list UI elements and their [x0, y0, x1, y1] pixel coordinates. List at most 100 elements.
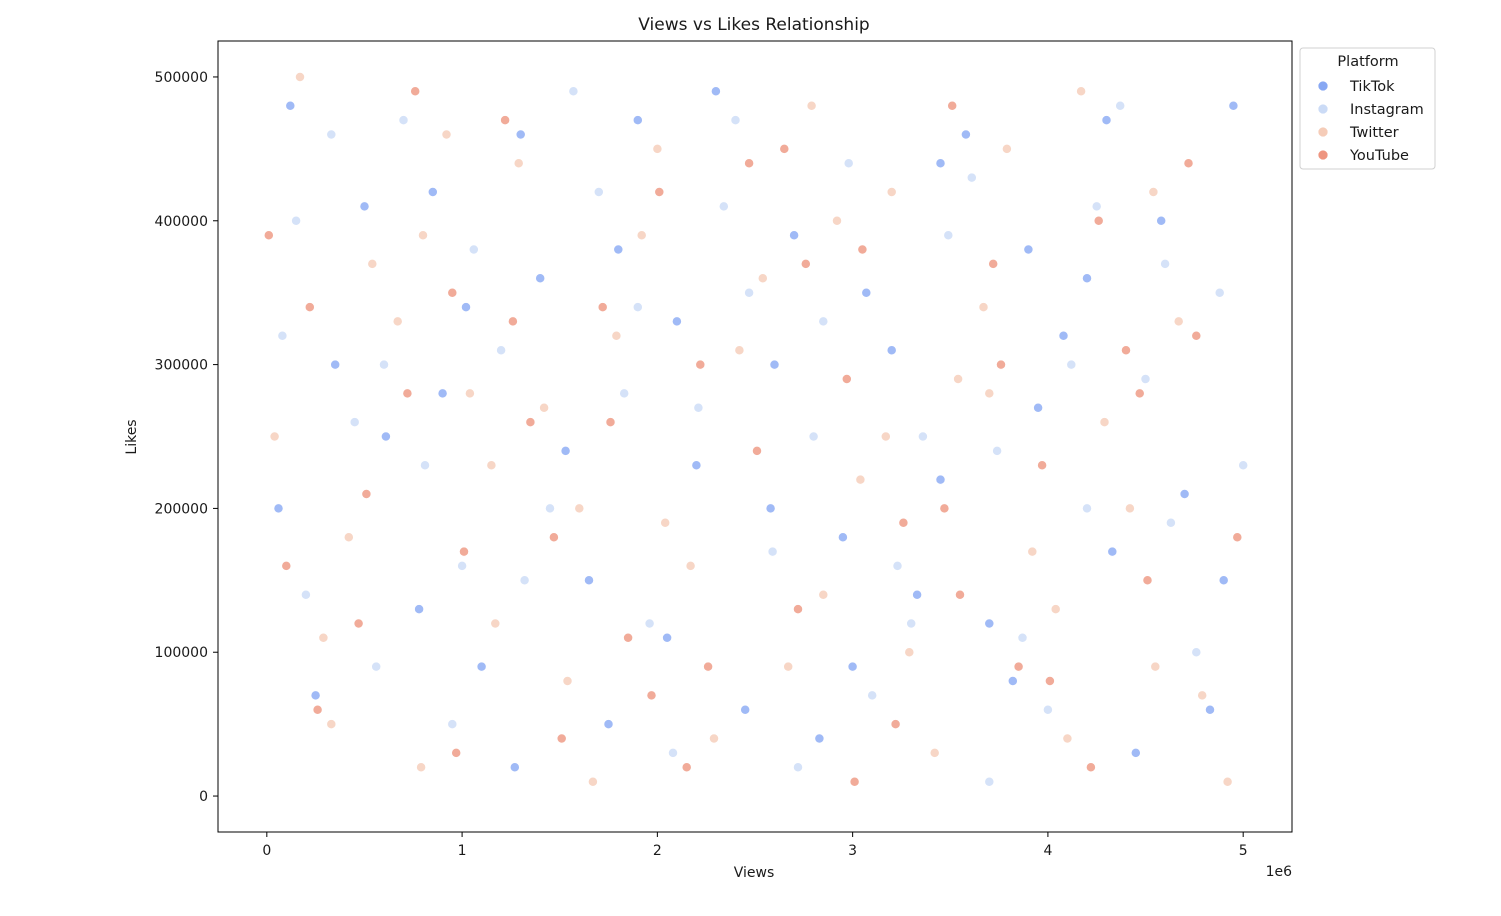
y-tick-label-1: 100000 — [155, 645, 208, 661]
point-twitter-24 — [490, 618, 501, 629]
point-tiktok-7 — [632, 115, 643, 126]
point-twitter-2 — [367, 258, 378, 269]
point-youtube-7 — [605, 417, 616, 428]
point-youtube-38 — [1183, 158, 1194, 169]
point-twitter-0 — [269, 431, 280, 442]
point-instagram-20 — [300, 589, 311, 600]
point-instagram-3 — [420, 460, 430, 471]
point-tiktok-12 — [886, 345, 897, 356]
point-tiktok-6 — [584, 575, 594, 586]
point-youtube-12 — [849, 776, 860, 787]
point-youtube-43 — [779, 143, 790, 154]
point-twitter-26 — [587, 776, 598, 787]
point-youtube-17 — [1093, 215, 1104, 226]
point-instagram-44 — [984, 776, 995, 787]
point-tiktok-25 — [560, 445, 571, 456]
x-axis-offset-label: 1e6 — [1266, 864, 1293, 880]
point-youtube-22 — [402, 388, 413, 399]
point-instagram-25 — [545, 503, 555, 514]
x-axis: 0 1 2 3 4 5 — [262, 832, 1248, 859]
point-instagram-46 — [379, 359, 389, 370]
point-youtube-21 — [353, 618, 364, 629]
point-instagram-17 — [1115, 100, 1126, 111]
point-twitter-16 — [1050, 604, 1061, 615]
point-instagram-16 — [1066, 359, 1077, 370]
point-twitter-30 — [783, 661, 794, 672]
point-tiktok-10 — [789, 230, 800, 241]
point-instagram-6 — [568, 86, 579, 97]
point-instagram-10 — [767, 546, 778, 557]
legend-items: TikTok Instagram Twitter YouTube — [1317, 79, 1424, 164]
point-instagram-27 — [644, 618, 655, 629]
point-twitter-37 — [1124, 503, 1135, 514]
point-twitter-47 — [574, 503, 585, 514]
point-youtube-13 — [898, 517, 909, 528]
point-twitter-36 — [1076, 86, 1087, 97]
point-twitter-33 — [929, 747, 940, 758]
point-tiktok-37 — [1156, 215, 1167, 226]
point-tiktok-23 — [461, 302, 471, 313]
point-instagram-23 — [447, 719, 458, 730]
point-youtube-16 — [1044, 676, 1055, 686]
point-tiktok-33 — [960, 129, 971, 140]
point-youtube-5 — [507, 316, 518, 327]
point-youtube-25 — [548, 532, 559, 543]
point-twitter-14 — [953, 374, 964, 384]
point-tiktok-49 — [1023, 244, 1034, 255]
point-twitter-19 — [1197, 690, 1208, 701]
point-tiktok-15 — [1033, 402, 1044, 413]
legend-label-tiktok: TikTok — [1349, 79, 1395, 95]
point-instagram-36 — [1091, 201, 1102, 212]
point-youtube-49 — [1013, 661, 1024, 672]
point-instagram-13 — [917, 431, 928, 442]
x-tick-label-2: 2 — [653, 843, 662, 859]
point-twitter-10 — [757, 273, 768, 284]
point-tiktok-14 — [984, 618, 995, 629]
point-tiktok-24 — [509, 762, 520, 773]
point-youtube-32 — [890, 719, 901, 730]
point-twitter-32 — [880, 431, 891, 442]
point-youtube-15 — [996, 359, 1006, 370]
chart-title: Views vs Likes Relationship — [638, 15, 869, 35]
point-tiktok-45 — [1218, 575, 1229, 586]
point-instagram-2 — [371, 661, 382, 672]
point-youtube-19 — [1191, 330, 1202, 341]
point-twitter-28 — [685, 560, 696, 571]
point-twitter-12 — [855, 474, 866, 485]
point-instagram-32 — [892, 560, 903, 571]
point-instagram-39 — [1238, 460, 1249, 471]
point-youtube-26 — [597, 302, 608, 313]
point-instagram-7 — [619, 388, 630, 399]
point-twitter-49 — [1062, 733, 1073, 744]
point-twitter-13 — [904, 647, 915, 658]
point-instagram-38 — [1191, 647, 1202, 658]
point-youtube-6 — [556, 733, 567, 744]
y-tick-label-3: 300000 — [155, 358, 208, 374]
point-twitter-39 — [1222, 776, 1233, 787]
point-twitter-21 — [343, 532, 354, 543]
point-instagram-43 — [808, 431, 819, 442]
point-youtube-42 — [623, 632, 634, 643]
point-youtube-3 — [410, 86, 421, 97]
legend-marker-instagram — [1317, 103, 1329, 115]
point-youtube-37 — [1134, 388, 1145, 399]
point-twitter-48 — [886, 187, 897, 197]
legend: Platform TikTok Instagram Twitter YouTube — [1299, 47, 1436, 170]
point-tiktok-16 — [1082, 273, 1092, 284]
point-youtube-8 — [654, 187, 665, 197]
point-tiktok-34 — [1007, 676, 1018, 686]
point-instagram-49 — [1082, 503, 1092, 514]
point-instagram-28 — [693, 402, 704, 413]
point-tiktok-17 — [1130, 747, 1141, 758]
point-tiktok-47 — [671, 316, 682, 327]
x-tick-label-5: 5 — [1239, 843, 1248, 859]
point-twitter-6 — [562, 676, 573, 686]
y-tick-label-5: 500000 — [155, 70, 208, 86]
point-youtube-36 — [1085, 762, 1096, 773]
point-twitter-20 — [295, 72, 305, 82]
point-instagram-40 — [291, 215, 302, 226]
point-tiktok-11 — [837, 532, 848, 543]
point-youtube-44 — [955, 589, 965, 600]
point-tiktok-27 — [662, 632, 673, 643]
point-tiktok-2 — [380, 431, 391, 442]
